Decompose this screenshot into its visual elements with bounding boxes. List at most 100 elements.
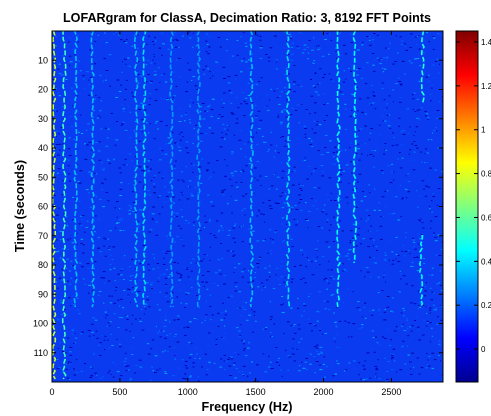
noise-speck [205,169,209,171]
noise-speck [93,261,97,263]
noise-speck [399,369,403,371]
noise-speck [433,129,436,131]
noise-speck [423,188,425,190]
noise-speck [153,70,157,72]
noise-speck [255,117,257,118]
noise-speck [303,310,305,312]
noise-speck [161,153,164,155]
noise-speck [432,77,435,79]
noise-speck [388,80,391,82]
noise-speck [248,228,250,230]
noise-speck [62,349,65,351]
noise-speck [416,315,418,317]
noise-speck [103,58,106,60]
noise-speck [434,216,438,218]
noise-speck [361,316,363,318]
noise-speck [366,36,369,37]
noise-speck [424,110,427,112]
noise-speck [259,259,261,261]
noise-speck [162,273,166,275]
noise-speck [154,40,157,42]
noise-speck [294,228,296,230]
noise-speck [269,276,271,278]
noise-speck [418,119,421,121]
noise-speck [284,74,287,76]
noise-speck [429,287,432,289]
noise-speck [70,277,73,279]
noise-speck [331,294,335,295]
noise-speck [125,79,128,81]
noise-speck [319,364,321,366]
noise-speck [307,227,309,229]
noise-speck [194,85,198,87]
noise-speck [314,346,317,348]
noise-speck [76,66,78,68]
noise-speck [251,305,253,307]
noise-speck [154,352,156,353]
noise-speck [227,203,229,205]
noise-speck [140,75,143,77]
noise-speck [356,193,358,195]
noise-speck [242,195,245,197]
noise-speck [98,97,101,99]
noise-speck [204,107,206,109]
noise-speck [76,35,79,36]
noise-speck [280,291,284,293]
noise-speck [242,306,244,308]
noise-speck [167,142,171,144]
noise-speck [144,149,146,151]
noise-speck [326,221,329,223]
noise-speck [120,317,124,319]
noise-speck [85,350,88,352]
noise-speck [330,269,333,271]
noise-speck [302,254,304,256]
noise-speck [67,362,70,364]
noise-speck [264,267,267,269]
noise-speck [194,187,197,189]
noise-speck [130,207,132,209]
noise-speck [138,61,140,62]
noise-speck [416,147,419,149]
noise-speck [217,312,220,314]
noise-speck [188,202,191,204]
noise-speck [162,218,165,219]
noise-speck [270,144,273,146]
noise-speck [311,274,315,276]
noise-speck [127,57,130,59]
noise-speck [58,207,60,209]
noise-speck [341,149,344,151]
noise-speck [425,367,428,369]
y-tick-label: 50 [38,172,48,182]
noise-speck [281,192,284,194]
noise-speck [230,172,234,174]
noise-speck [308,353,311,355]
noise-speck [324,39,327,40]
noise-speck [298,328,301,330]
noise-speck [329,277,332,279]
noise-speck [141,110,144,112]
noise-speck [151,366,153,368]
noise-speck [411,143,414,145]
noise-speck [155,89,158,91]
noise-speck [429,309,431,311]
noise-speck [436,110,440,111]
noise-speck [82,252,84,254]
noise-speck [407,181,411,182]
noise-speck [236,186,239,188]
noise-speck [395,326,398,328]
noise-speck [175,271,177,273]
noise-speck [233,351,237,353]
noise-speck [359,243,362,245]
noise-speck [410,44,412,46]
noise-speck [142,245,146,246]
noise-speck [73,220,75,222]
noise-speck [173,156,175,158]
noise-speck [342,81,346,83]
noise-speck [298,80,302,81]
noise-speck [211,205,215,207]
noise-speck [294,205,297,207]
noise-speck [76,164,78,166]
noise-speck [215,338,218,340]
noise-speck [182,35,184,37]
noise-speck [65,352,67,354]
